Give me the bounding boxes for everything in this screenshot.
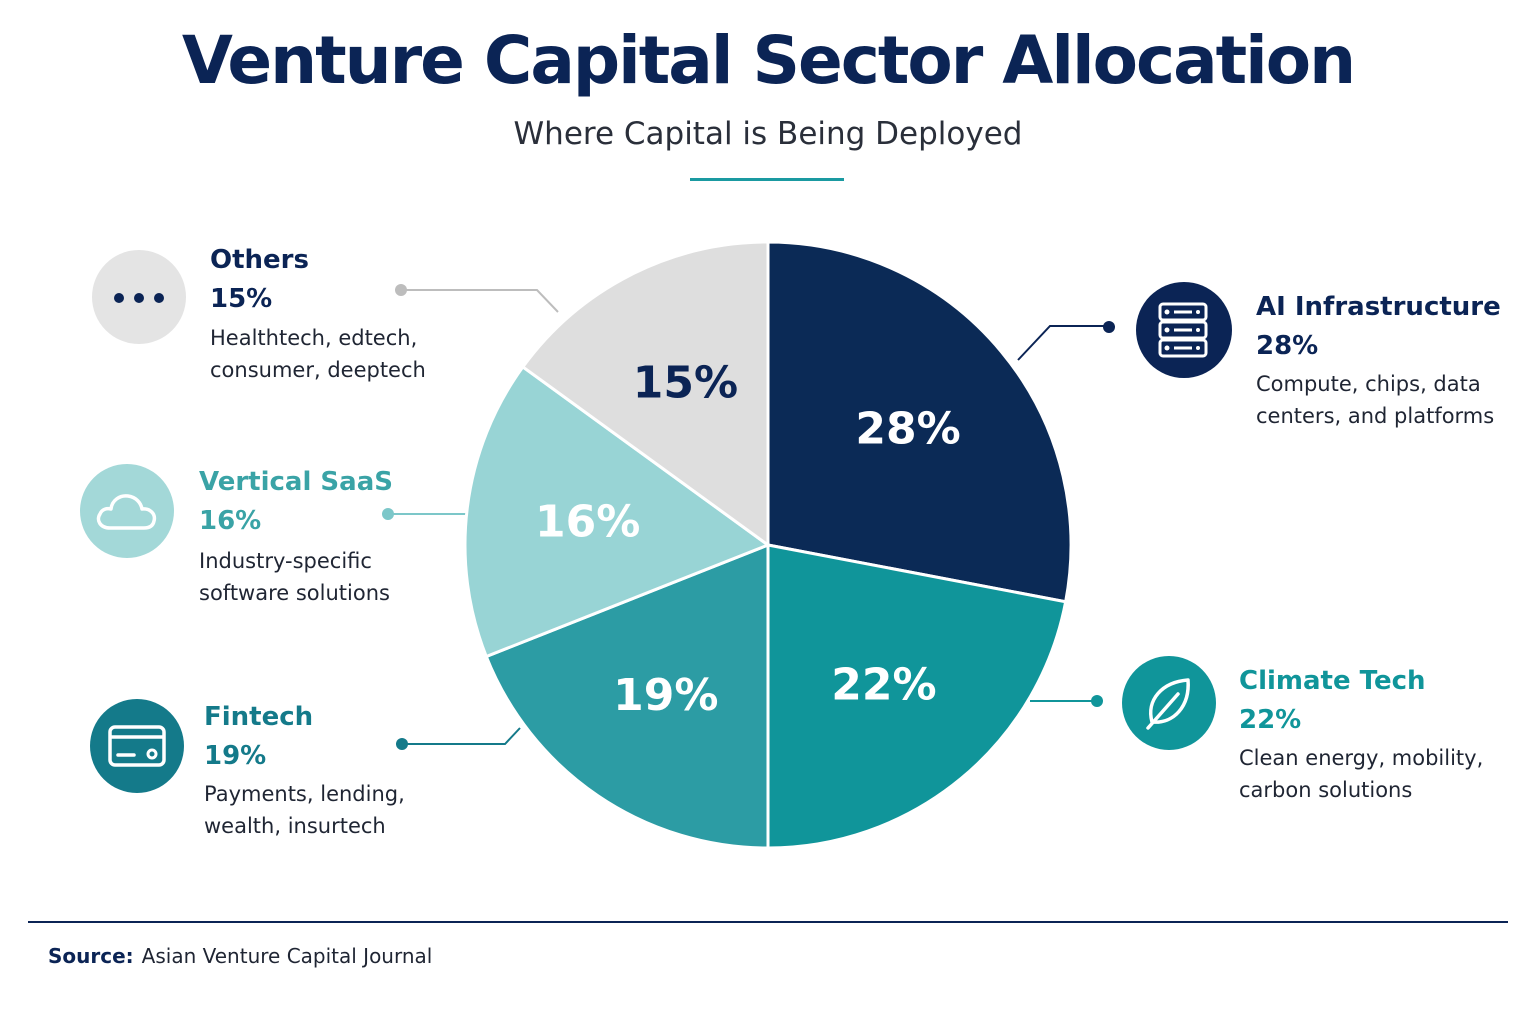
credit-card-icon: [90, 699, 184, 793]
legend-pct-vertical-saas: 16%: [199, 506, 262, 536]
pie-slice-others: [520, 240, 770, 548]
footer-divider: [28, 921, 1508, 923]
source-note: Source: Asian Venture Capital Journal: [48, 944, 432, 968]
leader-lines: [382, 284, 1115, 750]
legend-desc-others: Healthtech, edtech, consumer, deeptech: [210, 322, 510, 386]
pie-slice-fintech: [484, 542, 770, 850]
slice-label-fintech: 19%: [613, 670, 718, 721]
legend-pct-ai-infrastructure: 28%: [1256, 331, 1319, 361]
slice-label-climate-tech: 22%: [831, 660, 936, 711]
slice-label-ai-infrastructure: 28%: [855, 404, 960, 455]
legend-desc-fintech: Payments, lending, wealth, insurtech: [204, 778, 504, 842]
more-dots-icon: [92, 250, 186, 344]
pie-slice-vertical-saas: [463, 364, 772, 659]
slice-label-vertical-saas: 16%: [535, 497, 640, 548]
server-icon: [1136, 282, 1232, 378]
legend-desc-line: software solutions: [199, 581, 390, 605]
legend-name-others: Others: [210, 245, 309, 275]
leader-line-fintech: [403, 727, 521, 745]
pie-slice-climate-tech: [766, 543, 1068, 850]
leader-line-others: [402, 289, 559, 313]
legend-pct-others: 15%: [210, 284, 273, 314]
legend-name-fintech: Fintech: [204, 702, 314, 732]
leader-dot-climate: [1091, 695, 1103, 707]
legend-desc-line: Healthtech, edtech,: [210, 326, 418, 350]
pie-slice-ai-infrastructure: [766, 240, 1073, 604]
legend-pct-climate-tech: 22%: [1239, 705, 1302, 735]
source-label: Source:: [48, 944, 134, 968]
legend-desc-line: centers, and platforms: [1256, 404, 1495, 428]
legend-desc-climate-tech: Clean energy, mobility, carbon solutions: [1239, 742, 1536, 806]
leader-line-ai: [1017, 325, 1108, 361]
legend-desc-line: Clean energy, mobility,: [1239, 746, 1484, 770]
source-text: Asian Venture Capital Journal: [141, 944, 433, 968]
legend-desc-line: carbon solutions: [1239, 778, 1413, 802]
leader-dot-saas: [382, 508, 394, 520]
cloud-icon: [80, 464, 174, 558]
legend-desc-ai-infrastructure: Compute, chips, data centers, and platfo…: [1256, 368, 1536, 432]
leader-dot-ai: [1103, 321, 1115, 333]
legend-desc-line: Payments, lending,: [204, 782, 405, 806]
legend-name-ai-infrastructure: AI Infrastructure: [1256, 292, 1501, 322]
legend-name-climate-tech: Climate Tech: [1239, 666, 1426, 696]
legend-pct-fintech: 19%: [204, 741, 267, 771]
legend-name-vertical-saas: Vertical SaaS: [199, 467, 393, 497]
chart-title: Venture Capital Sector Allocation: [181, 22, 1356, 99]
legend-desc-line: consumer, deeptech: [210, 358, 426, 382]
legend-desc-line: wealth, insurtech: [204, 814, 386, 838]
legend-desc-line: Compute, chips, data: [1256, 372, 1481, 396]
leaf-icon: [1122, 656, 1216, 750]
legend-desc-line: Industry-specific: [199, 549, 372, 573]
leader-dot-others: [395, 284, 407, 296]
chart-subtitle: Where Capital is Being Deployed: [513, 116, 1023, 152]
title-underline: [690, 178, 844, 181]
slice-label-others: 15%: [633, 358, 738, 409]
legend-desc-vertical-saas: Industry-specific software solutions: [199, 545, 499, 609]
leader-dot-fintech: [396, 738, 408, 750]
